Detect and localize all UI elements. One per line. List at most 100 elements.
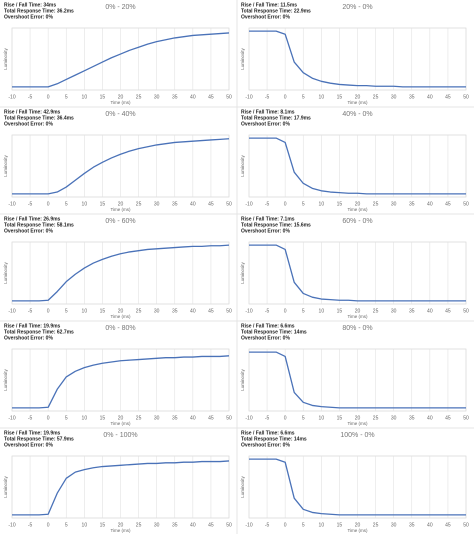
info-line: Total Response Time: 22.9ms	[241, 8, 311, 14]
x-tick-label: 35	[409, 201, 415, 207]
x-tick-label: -10	[245, 522, 252, 528]
x-tick-label: 0	[47, 201, 50, 207]
x-tick-label: 35	[409, 308, 415, 314]
x-tick-label: -5	[28, 415, 33, 421]
x-tick-label: 35	[409, 415, 415, 421]
x-tick-label: -10	[8, 308, 15, 314]
x-tick-label: 25	[136, 308, 142, 314]
x-tick-label: 10	[319, 415, 325, 421]
x-tick-label: 40	[190, 522, 196, 528]
luminosity-line	[12, 32, 230, 88]
x-tick-label: 5	[302, 94, 305, 100]
x-tick-label: 15	[100, 94, 106, 100]
x-tick-label: 40	[427, 308, 433, 314]
x-tick-label: 50	[463, 308, 469, 314]
info-line: Total Response Time: 17.9ms	[241, 115, 311, 121]
x-tick-label: 15	[337, 522, 343, 528]
x-tick-label: 50	[226, 308, 232, 314]
luminosity-line	[249, 458, 466, 516]
info-line: Overshoot Error: 0%	[241, 335, 290, 341]
info-line: Overshoot Error: 0%	[241, 442, 290, 448]
x-tick-label: 30	[154, 94, 160, 100]
x-tick-label: 0	[284, 308, 287, 314]
info-line: Overshoot Error: 0%	[4, 335, 53, 341]
x-tick-label: 0	[47, 415, 50, 421]
luminosity-line	[12, 460, 230, 516]
x-tick-label: 5	[65, 308, 68, 314]
x-tick-label: -5	[28, 308, 33, 314]
x-tick-label: 20	[118, 201, 124, 207]
x-tick-label: 45	[445, 415, 451, 421]
x-tick-label: 45	[445, 94, 451, 100]
y-axis-label: Luminosity	[3, 261, 8, 283]
info-line: Rise / Fall Time: 11.5ms	[241, 2, 297, 8]
x-tick-label: 5	[65, 94, 68, 100]
x-tick-label: 20	[118, 94, 124, 100]
info-line: Total Response Time: 36.4ms	[4, 115, 74, 121]
x-tick-label: 25	[136, 522, 142, 528]
x-tick-label: 20	[355, 201, 361, 207]
x-tick-label: 45	[208, 415, 214, 421]
x-tick-label: 40	[190, 308, 196, 314]
x-tick-label: -10	[8, 415, 15, 421]
x-tick-label: 15	[100, 308, 106, 314]
x-tick-label: 50	[463, 415, 469, 421]
x-tick-label: 30	[391, 415, 397, 421]
x-tick-label: 15	[337, 94, 343, 100]
x-tick-label: 40	[427, 522, 433, 528]
x-tick-label: 5	[65, 415, 68, 421]
x-tick-label: 50	[463, 94, 469, 100]
x-tick-label: 25	[373, 94, 379, 100]
x-tick-label: 0	[47, 94, 50, 100]
info-line: Overshoot Error: 0%	[241, 121, 290, 127]
info-line: Rise / Fall Time: 42.9ms	[4, 109, 61, 115]
x-tick-label: 0	[284, 415, 287, 421]
x-tick-label: 35	[172, 308, 178, 314]
info-line: Rise / Fall Time: 34ms	[4, 2, 56, 8]
x-tick-label: 10	[82, 94, 88, 100]
x-tick-label: 30	[391, 94, 397, 100]
x-tick-label: 0	[47, 308, 50, 314]
y-axis-label: Luminosity	[240, 368, 245, 390]
x-tick-label: 50	[463, 201, 469, 207]
x-tick-label: 20	[355, 308, 361, 314]
x-tick-label: 25	[136, 201, 142, 207]
x-tick-label: 20	[355, 522, 361, 528]
chart-title: 0% - 60%	[105, 218, 135, 225]
info-line: Rise / Fall Time: 6.6ms	[241, 323, 295, 329]
luminosity-line	[12, 244, 230, 302]
chart-title: 20% - 0%	[342, 4, 372, 11]
x-tick-label: 10	[82, 308, 88, 314]
y-axis-label: Luminosity	[240, 47, 245, 69]
x-tick-label: 30	[391, 201, 397, 207]
info-line: Total Response Time: 58.1ms	[4, 222, 74, 228]
x-tick-label: 10	[319, 201, 325, 207]
x-tick-label: 30	[154, 415, 160, 421]
x-tick-label: -5	[265, 308, 270, 314]
x-tick-label: -5	[28, 94, 33, 100]
y-axis-label: Luminosity	[240, 261, 245, 283]
x-tick-label: 5	[65, 522, 68, 528]
x-tick-label: -10	[8, 201, 15, 207]
x-tick-label: -5	[265, 522, 270, 528]
x-tick-label: -5	[265, 94, 270, 100]
x-tick-label: 25	[373, 308, 379, 314]
x-tick-label: 0	[47, 522, 50, 528]
info-line: Rise / Fall Time: 8.1ms	[241, 109, 295, 115]
luminosity-line	[12, 138, 230, 195]
x-tick-label: 40	[190, 201, 196, 207]
x-tick-label: 30	[391, 308, 397, 314]
chart-title: 100% - 0%	[340, 432, 374, 439]
info-line: Overshoot Error: 0%	[4, 442, 53, 448]
y-axis-label: Luminosity	[3, 475, 8, 497]
chart-title: 0% - 40%	[105, 111, 135, 118]
info-line: Rise / Fall Time: 26.9ms	[4, 216, 61, 222]
x-tick-label: 50	[226, 94, 232, 100]
x-tick-label: 5	[302, 201, 305, 207]
chart-title: 0% - 20%	[105, 4, 135, 11]
x-axis-label: Time (ms)	[110, 421, 131, 426]
x-tick-label: 15	[337, 415, 343, 421]
x-tick-label: 35	[172, 94, 178, 100]
info-line: Total Response Time: 62.7ms	[4, 329, 74, 335]
